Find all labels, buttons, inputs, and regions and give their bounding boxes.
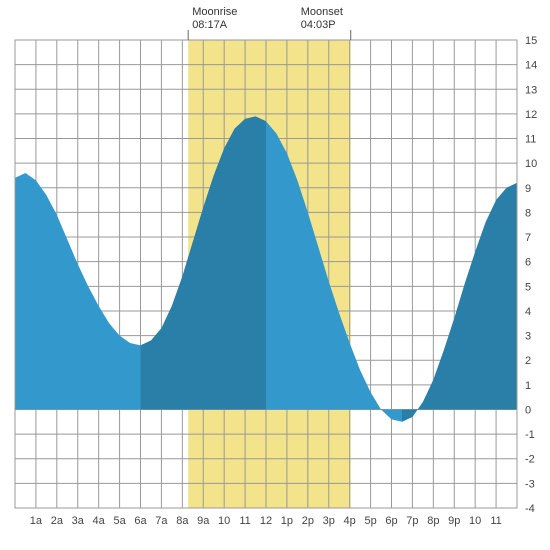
x-tick-label: 5p [364,515,376,527]
moonrise-label: Moonrise [192,6,237,18]
x-tick-label: 4a [93,515,106,527]
x-tick-label: 3a [72,515,85,527]
moonrise-time: 08:17A [192,19,228,31]
y-tick-label: 12 [525,109,537,121]
moonset-label: Moonset [301,6,343,18]
x-tick-label: 2p [302,515,314,527]
y-tick-label: 5 [525,281,531,293]
x-tick-label: 9a [197,515,210,527]
x-tick-label: 1p [281,515,293,527]
x-tick-label: 11 [490,515,501,527]
x-tick-label: 4p [344,515,356,527]
moonset-time: 04:03P [301,19,336,31]
y-tick-label: 1 [525,380,531,392]
x-tick-label: 6a [134,515,147,527]
y-tick-label: -1 [525,429,535,441]
x-tick-label: 9p [448,515,460,527]
x-tick-label: 7a [155,515,168,527]
x-tick-label: 1a [30,515,43,527]
x-tick-label: 3p [323,515,335,527]
x-tick-label: 10 [469,515,481,527]
y-tick-label: 3 [525,331,531,343]
tide-chart: 1a2a3a4a5a6a7a8a9a1011121p2p3p4p5p6p7p8p… [0,0,550,550]
chart-svg: 1a2a3a4a5a6a7a8a9a1011121p2p3p4p5p6p7p8p… [0,0,550,550]
y-tick-label: 9 [525,183,531,195]
y-tick-label: -2 [525,454,535,466]
y-tick-label: 15 [525,35,537,47]
y-tick-label: 4 [525,306,531,318]
y-tick-label: 6 [525,257,531,269]
x-tick-label: 10 [218,515,230,527]
x-tick-label: 2a [51,515,64,527]
x-tick-label: 5a [113,515,126,527]
y-tick-label: 2 [525,355,531,367]
x-tick-label: 6p [385,515,397,527]
y-tick-label: 7 [525,232,531,244]
x-tick-label: 11 [239,515,250,527]
y-tick-label: 8 [525,207,531,219]
y-tick-label: -3 [525,478,535,490]
y-tick-label: 13 [525,84,537,96]
y-tick-label: 0 [525,404,531,416]
y-tick-label: 10 [525,158,537,170]
x-tick-label: 12 [260,515,272,527]
x-tick-label: 7p [406,515,418,527]
x-tick-label: 8p [427,515,439,527]
x-tick-label: 8a [176,515,189,527]
y-tick-label: -4 [525,503,535,515]
y-tick-label: 11 [525,134,536,146]
y-tick-label: 14 [525,60,537,72]
